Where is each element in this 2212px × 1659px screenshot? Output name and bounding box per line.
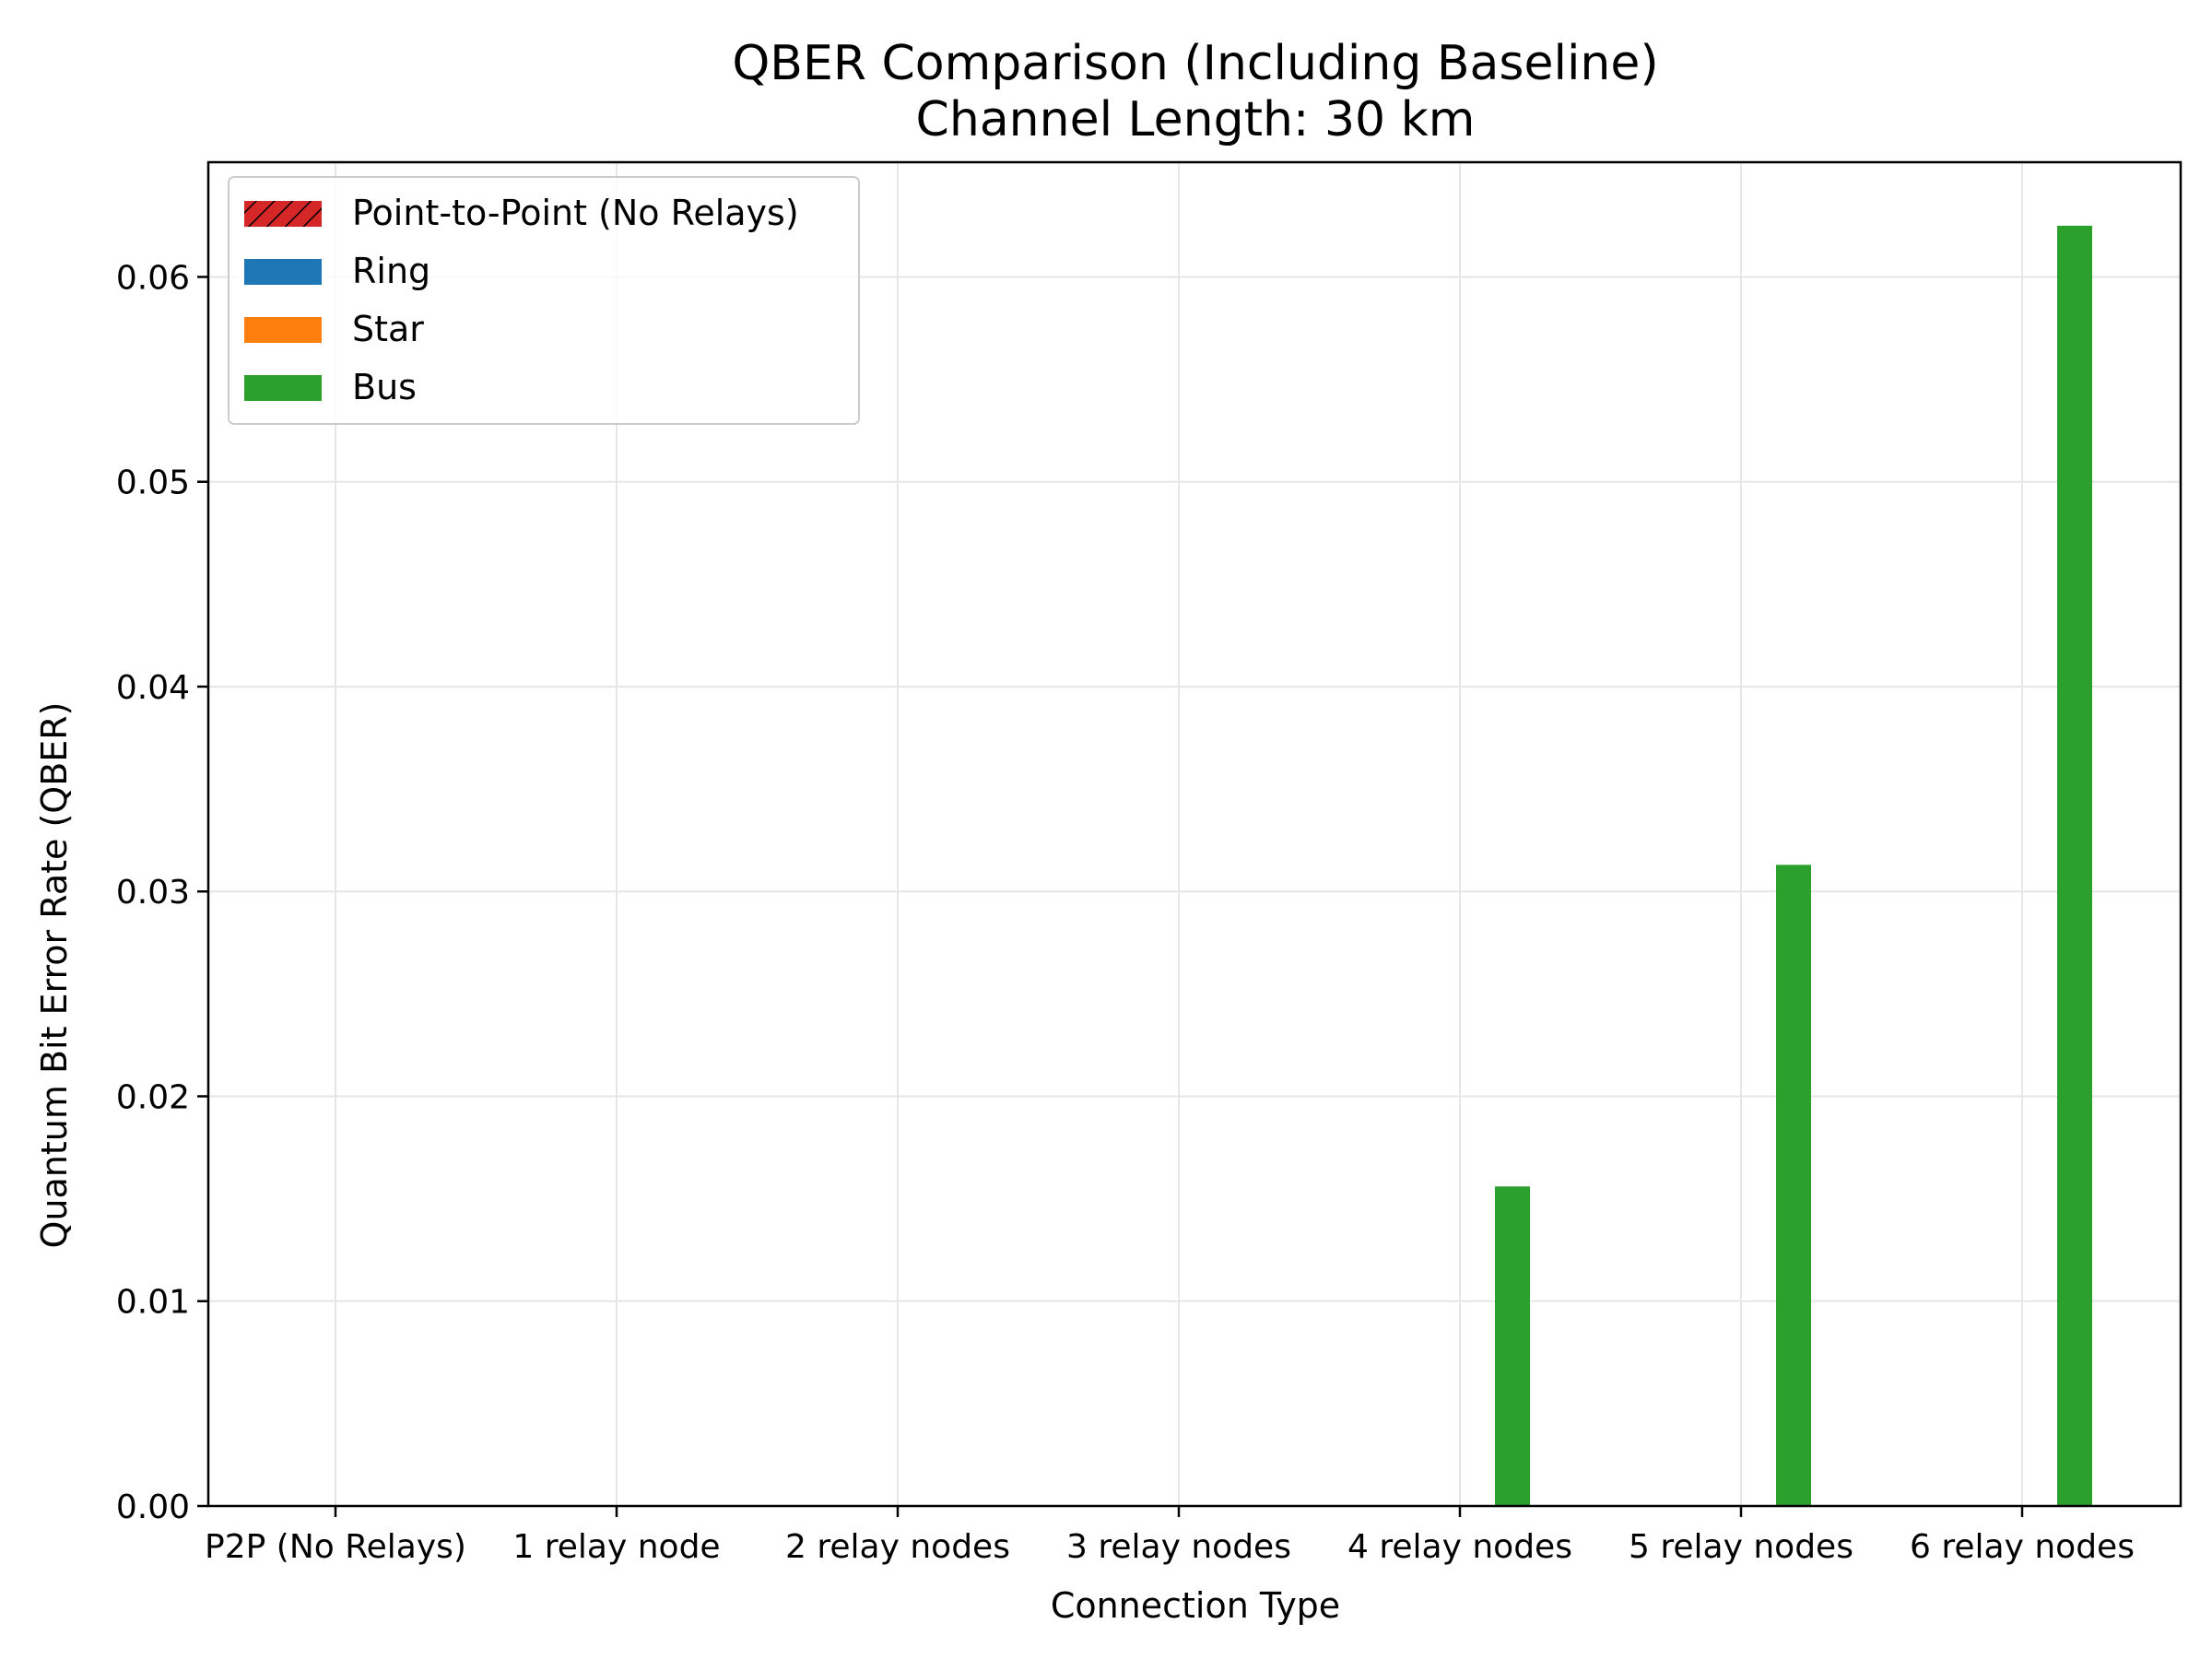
- x-tick-label: 6 relay nodes: [1910, 1528, 2135, 1566]
- y-tick-label: 0.01: [116, 1284, 190, 1322]
- legend-swatch: [244, 375, 322, 401]
- x-tick-label: 1 relay node: [512, 1528, 720, 1566]
- x-tick-label: P2P (No Relays): [205, 1528, 466, 1566]
- legend-swatch: [244, 317, 322, 343]
- x-tick-label: 3 relay nodes: [1066, 1528, 1291, 1566]
- legend: Point-to-Point (No Relays) Ring Star Bus: [228, 176, 860, 425]
- bar: [1495, 1186, 1530, 1506]
- y-axis-label: Quantum Bit Error Rate (QBER): [34, 701, 75, 1248]
- y-tick-label: 0.05: [116, 465, 190, 502]
- y-tick-label: 0.04: [116, 669, 190, 707]
- bars: [1495, 225, 2092, 1506]
- legend-label: Bus: [352, 367, 417, 407]
- bar: [2057, 225, 2092, 1506]
- axes: 0.00 0.01 0.02 0.03 0.04 0.05 0.06 P2P (No Rela…: [116, 160, 2183, 1566]
- legend-label: Star: [352, 309, 424, 349]
- y-tick-label: 0.00: [116, 1488, 190, 1526]
- legend-swatch: [244, 201, 322, 227]
- legend-frame: [228, 176, 860, 425]
- legend-label: Point-to-Point (No Relays): [352, 193, 799, 233]
- legend-label: Ring: [352, 251, 430, 291]
- x-tick-label: 5 relay nodes: [1629, 1528, 1853, 1566]
- x-axis-label: Connection Type: [1051, 1585, 1340, 1626]
- y-tick-label: 0.06: [116, 259, 190, 297]
- chart-title: QBER Comparison (Including Baseline): [732, 36, 1658, 91]
- chart-subtitle: Channel Length: 30 km: [916, 92, 1476, 147]
- bar: [1776, 865, 1811, 1506]
- x-tick-label: 4 relay nodes: [1347, 1528, 1572, 1566]
- y-tick-label: 0.02: [116, 1078, 190, 1116]
- y-tick-label: 0.03: [116, 874, 190, 912]
- x-tick-label: 2 relay nodes: [785, 1528, 1010, 1566]
- legend-swatch: [244, 259, 322, 285]
- plot-frame: [206, 160, 2183, 1508]
- grid-lines: [208, 162, 2181, 1507]
